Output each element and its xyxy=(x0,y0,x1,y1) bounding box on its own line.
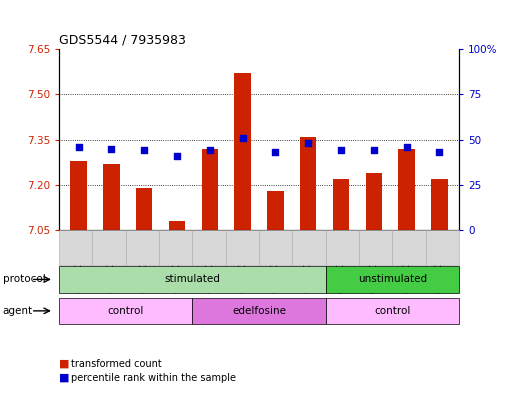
Text: protocol: protocol xyxy=(3,274,45,285)
Point xyxy=(173,152,181,159)
Bar xyxy=(202,149,218,230)
Bar xyxy=(333,179,349,230)
Point xyxy=(271,149,280,155)
Point xyxy=(370,147,378,154)
Bar xyxy=(366,173,382,230)
Text: ■: ■ xyxy=(59,373,69,383)
Text: agent: agent xyxy=(3,306,33,316)
Bar xyxy=(169,221,185,230)
Point xyxy=(337,147,345,154)
Text: stimulated: stimulated xyxy=(165,274,220,285)
Bar xyxy=(399,149,415,230)
Text: ■: ■ xyxy=(59,358,69,369)
Bar xyxy=(103,163,120,230)
Point xyxy=(74,143,83,150)
Point xyxy=(304,140,312,146)
Bar xyxy=(300,136,317,230)
Text: GDS5544 / 7935983: GDS5544 / 7935983 xyxy=(59,33,186,46)
Point xyxy=(436,149,444,155)
Text: control: control xyxy=(108,306,144,316)
Point xyxy=(107,145,115,152)
Bar xyxy=(234,73,251,230)
Point xyxy=(206,147,214,154)
Bar xyxy=(267,191,284,230)
Bar xyxy=(431,179,448,230)
Text: edelfosine: edelfosine xyxy=(232,306,286,316)
Text: percentile rank within the sample: percentile rank within the sample xyxy=(71,373,236,383)
Point xyxy=(140,147,148,154)
Bar xyxy=(136,188,152,230)
Text: transformed count: transformed count xyxy=(71,358,162,369)
Text: unstimulated: unstimulated xyxy=(358,274,427,285)
Bar xyxy=(70,161,87,230)
Point xyxy=(403,143,411,150)
Point xyxy=(239,134,247,141)
Text: control: control xyxy=(374,306,410,316)
